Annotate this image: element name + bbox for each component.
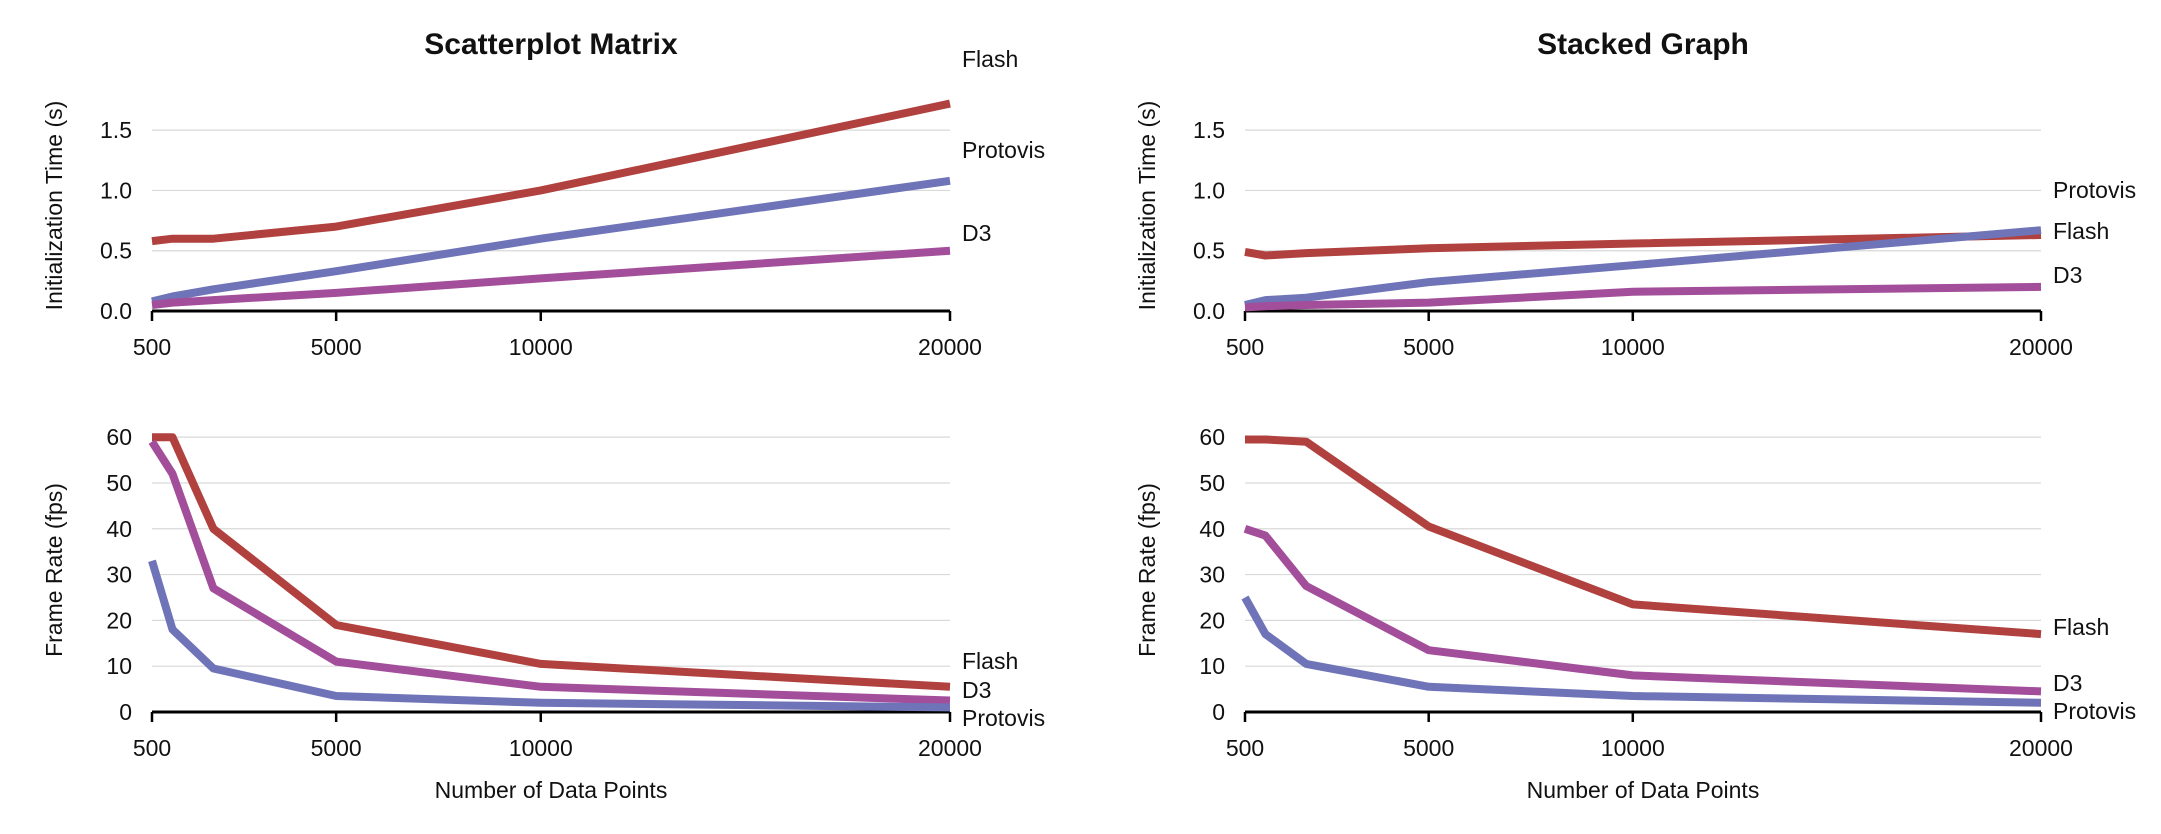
- x-tick-label: 5000: [311, 735, 362, 761]
- y-tick-label: 0.5: [100, 238, 132, 264]
- series-label-protovis: Protovis: [962, 137, 1045, 163]
- series-label-flash: Flash: [962, 648, 1018, 674]
- y-axis-label: Frame Rate (fps): [41, 483, 67, 657]
- y-tick-label: 10: [1199, 653, 1225, 679]
- x-tick-label: 500: [1226, 334, 1264, 360]
- series-line-protovis: [1244, 226, 2042, 309]
- x-tick-label: 10000: [509, 735, 573, 761]
- y-tick-label: 60: [106, 424, 132, 450]
- y-tick-label: 40: [1199, 516, 1225, 542]
- series-line-protovis: [148, 559, 951, 712]
- series-line-flash: [151, 99, 951, 246]
- series-label-protovis: Protovis: [962, 705, 1045, 731]
- x-tick-label: 20000: [2009, 334, 2073, 360]
- series-line-d3: [148, 439, 951, 705]
- y-tick-label: 1.0: [100, 177, 132, 203]
- series-line-flash: [1245, 435, 2042, 639]
- series-line-d3: [1243, 525, 2042, 696]
- x-tick-label: 500: [1226, 735, 1264, 761]
- series-line-protovis: [151, 176, 951, 306]
- y-tick-label: 20: [1199, 607, 1225, 633]
- series-label-protovis: Protovis: [2053, 177, 2136, 203]
- x-tick-label: 5000: [1403, 334, 1454, 360]
- series-label-d3: D3: [962, 220, 991, 246]
- y-tick-label: 1.5: [100, 117, 132, 143]
- y-tick-label: 50: [106, 470, 132, 496]
- y-tick-label: 10: [106, 653, 132, 679]
- y-tick-label: 0.0: [1193, 298, 1225, 324]
- chart-title: Scatterplot Matrix: [424, 28, 678, 61]
- x-tick-label: 500: [133, 334, 171, 360]
- series-line-flash: [1244, 231, 2042, 260]
- x-axis-label: Number of Data Points: [435, 777, 668, 803]
- x-tick-label: 20000: [2009, 735, 2073, 761]
- y-tick-label: 1.0: [1193, 177, 1225, 203]
- y-axis-label: Initialization Time (s): [1134, 101, 1160, 311]
- x-tick-label: 500: [133, 735, 171, 761]
- x-axis-label: Number of Data Points: [1527, 777, 1760, 803]
- x-tick-label: 10000: [1601, 735, 1665, 761]
- y-tick-label: 30: [106, 562, 132, 588]
- series-label-d3: D3: [2053, 262, 2082, 288]
- series-line-flash: [152, 433, 951, 691]
- series-label-d3: D3: [962, 677, 991, 703]
- x-tick-label: 20000: [918, 735, 982, 761]
- series-label-protovis: Protovis: [2053, 698, 2136, 724]
- series-line-d3: [1244, 282, 2042, 312]
- y-tick-label: 40: [106, 516, 132, 542]
- y-tick-label: 1.5: [1193, 117, 1225, 143]
- y-tick-label: 0.0: [100, 298, 132, 324]
- series-line-protovis: [1241, 595, 2042, 707]
- x-tick-label: 10000: [509, 334, 573, 360]
- y-tick-label: 0: [119, 699, 132, 725]
- x-tick-label: 20000: [918, 334, 982, 360]
- series-label-flash: Flash: [2053, 614, 2109, 640]
- y-axis-label: Initialization Time (s): [41, 101, 67, 311]
- x-tick-label: 5000: [1403, 735, 1454, 761]
- y-tick-label: 20: [106, 607, 132, 633]
- y-tick-label: 60: [1199, 424, 1225, 450]
- y-tick-label: 0.5: [1193, 238, 1225, 264]
- series-label-d3: D3: [2053, 670, 2082, 696]
- x-tick-label: 10000: [1601, 334, 1665, 360]
- x-tick-label: 5000: [311, 334, 362, 360]
- series-label-flash: Flash: [2053, 218, 2109, 244]
- y-axis-label: Frame Rate (fps): [1134, 483, 1160, 657]
- series-line-d3: [151, 246, 951, 309]
- y-tick-label: 50: [1199, 470, 1225, 496]
- y-tick-label: 0: [1212, 699, 1225, 725]
- series-label-flash: Flash: [962, 46, 1018, 72]
- chart-title: Stacked Graph: [1537, 28, 1749, 61]
- y-tick-label: 30: [1199, 562, 1225, 588]
